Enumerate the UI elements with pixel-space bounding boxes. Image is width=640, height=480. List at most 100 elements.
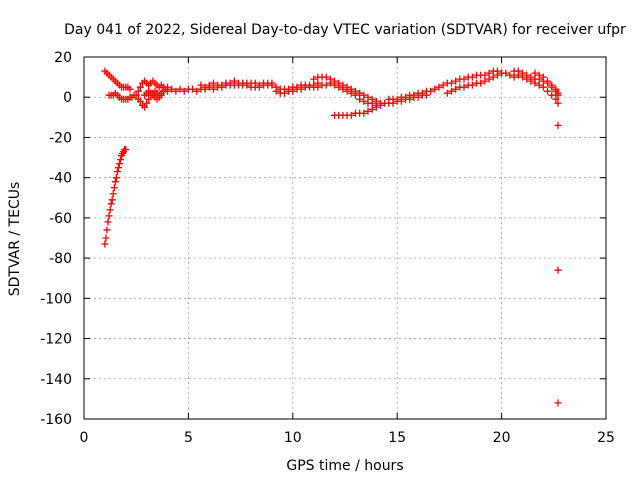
- data-point: [368, 99, 376, 107]
- data-point: [205, 81, 213, 89]
- data-point: [351, 91, 359, 99]
- data-point: [460, 75, 468, 83]
- data-point: [331, 81, 339, 89]
- data-point: [343, 87, 351, 95]
- data-point: [410, 91, 418, 99]
- data-point: [460, 83, 468, 91]
- data-point: [326, 79, 334, 87]
- data-point: [554, 121, 562, 129]
- data-points: [101, 67, 562, 407]
- data-point: [452, 85, 460, 93]
- data-point: [103, 226, 111, 234]
- data-point: [527, 77, 535, 85]
- data-point: [535, 71, 543, 79]
- data-point: [393, 95, 401, 103]
- data-point: [485, 69, 493, 77]
- data-point: [109, 190, 117, 198]
- data-point: [310, 75, 318, 83]
- data-point: [172, 87, 180, 95]
- data-point: [548, 81, 556, 89]
- data-point: [112, 174, 120, 182]
- data-point: [136, 83, 144, 91]
- data-point: [356, 95, 364, 103]
- data-point: [402, 93, 410, 101]
- data-point: [107, 200, 115, 208]
- data-point: [115, 160, 123, 168]
- data-point: [554, 99, 562, 107]
- data-point: [106, 206, 114, 214]
- data-point: [418, 89, 426, 97]
- data-point: [157, 91, 165, 99]
- data-point: [481, 71, 489, 79]
- data-point: [134, 87, 142, 95]
- data-point: [364, 107, 372, 115]
- y-tick-label: -60: [49, 211, 72, 227]
- data-point: [285, 85, 293, 93]
- data-point: [539, 73, 547, 81]
- data-point: [544, 77, 552, 85]
- data-point: [544, 87, 552, 95]
- data-point: [435, 83, 443, 91]
- chart-title: Day 041 of 2022, Sidereal Day-to-day VTE…: [64, 22, 626, 38]
- data-point: [518, 73, 526, 81]
- data-point: [314, 79, 322, 87]
- data-point: [104, 218, 112, 226]
- data-point: [189, 85, 197, 93]
- y-tick-label: -100: [40, 291, 72, 307]
- data-point: [105, 212, 113, 220]
- data-point: [111, 178, 119, 186]
- data-point: [368, 105, 376, 113]
- data-point: [126, 85, 134, 93]
- data-point: [539, 83, 547, 91]
- data-point: [108, 196, 116, 204]
- y-axis-label: SDTVAR / TECUs: [7, 182, 23, 297]
- data-point: [180, 87, 188, 95]
- data-point: [226, 79, 234, 87]
- data-point: [468, 73, 476, 81]
- data-point: [554, 266, 562, 274]
- data-point: [376, 101, 384, 109]
- data-point: [145, 95, 153, 103]
- data-point: [322, 73, 330, 81]
- y-tick-label: -120: [40, 332, 72, 348]
- data-point: [447, 79, 455, 87]
- data-point: [114, 164, 122, 172]
- data-point: [502, 69, 510, 77]
- data-point: [197, 81, 205, 89]
- x-axis-label: GPS time / hours: [286, 458, 403, 474]
- y-tick-label: 20: [54, 50, 72, 66]
- data-point: [443, 89, 451, 97]
- data-point: [102, 234, 110, 242]
- y-tick-label: -160: [40, 412, 72, 428]
- data-point: [293, 83, 301, 91]
- data-point: [209, 85, 217, 93]
- plot-frame: [83, 56, 607, 420]
- data-point: [136, 97, 144, 105]
- data-point: [322, 81, 330, 89]
- data-point: [168, 85, 176, 93]
- data-point: [310, 81, 318, 89]
- data-point: [554, 399, 562, 407]
- data-point: [493, 67, 501, 75]
- y-tick-label: 0: [63, 90, 72, 106]
- data-point: [372, 103, 380, 111]
- data-point: [176, 85, 184, 93]
- data-point: [531, 79, 539, 87]
- data-point: [427, 87, 435, 95]
- data-point: [514, 71, 522, 79]
- data-point: [209, 79, 217, 87]
- data-point: [477, 79, 485, 87]
- data-point: [101, 240, 109, 248]
- data-point: [339, 85, 347, 93]
- data-point: [356, 89, 364, 97]
- axis-ticks: 0 5 10 15 20 25 -160 -140 -120 -100 -80 -60 -40 -20 0 2…: [40, 50, 615, 446]
- data-point: [447, 87, 455, 95]
- data-point: [481, 77, 489, 85]
- x-tick-label: 0: [80, 430, 89, 446]
- data-point: [489, 73, 497, 81]
- data-point: [523, 75, 531, 83]
- data-point: [218, 81, 226, 89]
- data-point: [141, 103, 149, 111]
- data-point: [117, 156, 125, 164]
